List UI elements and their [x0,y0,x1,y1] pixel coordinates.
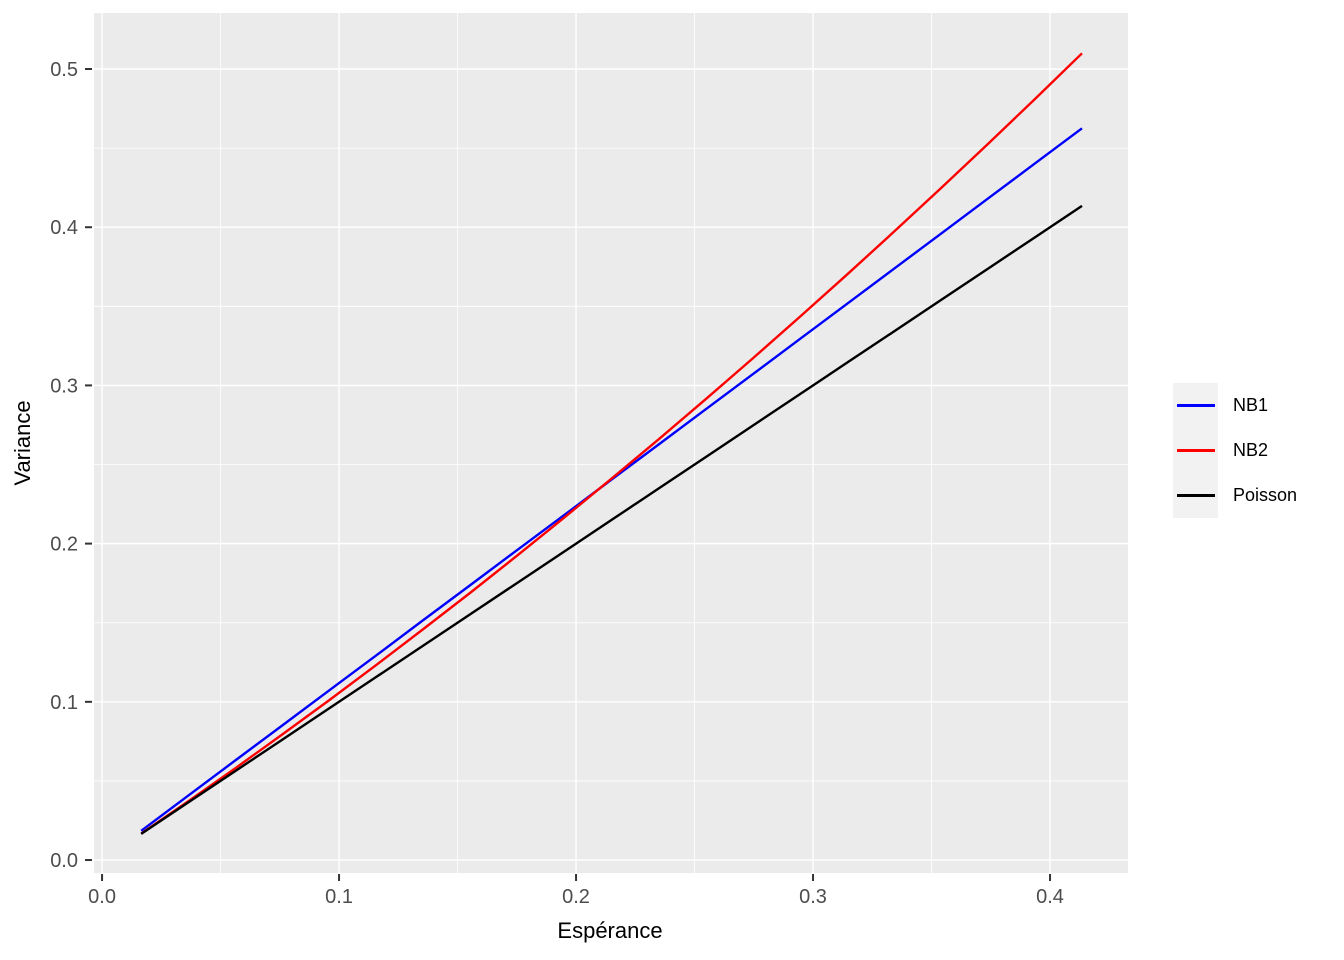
y-tick-label: 0.5 [50,59,78,81]
x-axis-title: Espérance [557,918,662,943]
x-tick-label: 0.1 [325,886,353,908]
y-tick-label: 0.3 [50,375,78,397]
nb1-line-sample [1176,404,1215,407]
y-tick-label: 0.2 [50,534,78,556]
x-tick-label: 0.3 [799,886,827,908]
x-tick-label: 0.4 [1036,886,1064,908]
legend-label-nb1: NB1 [1233,395,1269,415]
nb2-line [140,52,1083,835]
poisson-line-sample [1176,494,1215,497]
x-tick-label: 0.0 [88,886,116,908]
series-lines [140,52,1083,835]
y-axis-title: Variance [10,400,35,485]
nb2-line-sample [1176,449,1215,452]
y-tick-label: 0.0 [50,850,78,872]
legend-item-nb1: NB1 [1173,383,1297,428]
major-gridlines [94,13,1128,873]
minor-gridlines [94,13,1128,873]
legend: NB1 NB2 Poisson [1173,383,1297,518]
y-tick-label: 0.4 [50,217,78,239]
y-axis-tick-labels: 0.0 0.1 0.2 0.3 0.4 0.5 [50,59,78,872]
plot-panel-background [94,13,1128,873]
axis-ticks [85,68,1052,881]
legend-label-nb2: NB2 [1233,440,1269,460]
x-axis-tick-labels: 0.0 0.1 0.2 0.3 0.4 [88,886,1064,908]
legend-item-nb2: NB2 [1173,428,1297,473]
legend-key-nb1 [1173,383,1218,428]
legend-label-poisson: Poisson [1233,485,1298,505]
legend-item-poisson: Poisson [1173,473,1297,518]
y-tick-label: 0.1 [50,692,78,714]
legend-key-nb2 [1173,428,1218,473]
poisson-line [140,204,1083,835]
legend-key-poisson [1173,473,1218,518]
x-tick-label: 0.2 [562,886,590,908]
